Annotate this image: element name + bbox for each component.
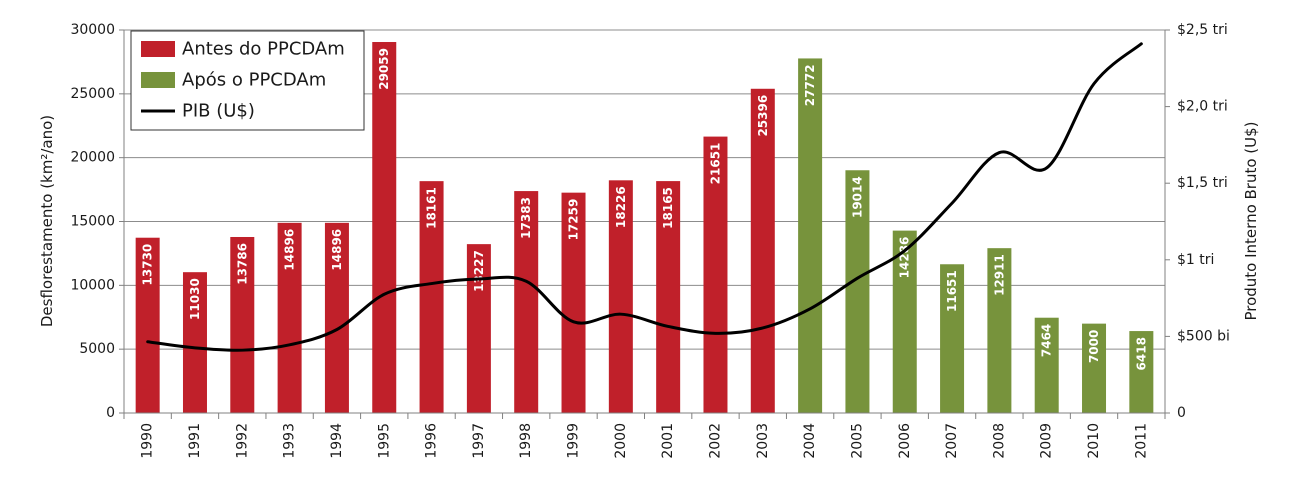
x-tick-label: 1994 xyxy=(329,423,345,459)
y-tick-label: 10000 xyxy=(70,277,115,293)
bar-value-label: 11651 xyxy=(945,270,959,312)
bar-1992 xyxy=(230,236,255,413)
bar-value-label: 14896 xyxy=(283,229,297,271)
x-tick-label: 2005 xyxy=(849,423,865,459)
bar-2002 xyxy=(703,136,728,413)
legend: Antes do PPCDAm Após o PPCDAm PIB (U$) xyxy=(130,30,365,131)
bar-1990 xyxy=(135,237,160,413)
bar-value-label: 6418 xyxy=(1134,337,1148,370)
y2-tick-label: $1,5 tri xyxy=(1177,175,1228,191)
x-tick-label: 2009 xyxy=(1039,423,1055,459)
bar-2008 xyxy=(987,248,1012,413)
legend-label: PIB (U$) xyxy=(182,101,255,122)
bar-value-label: 18226 xyxy=(614,186,628,228)
bar-2004 xyxy=(798,58,823,414)
bar-1993 xyxy=(277,222,302,413)
x-tick-label: 1995 xyxy=(376,423,392,459)
x-tick-label: 2004 xyxy=(802,423,818,459)
bar-1991 xyxy=(182,272,207,413)
y2-tick-label: $2,0 tri xyxy=(1177,99,1228,115)
bar-1997 xyxy=(466,244,491,413)
y-tick-label: 25000 xyxy=(70,86,115,102)
y-tick-label: 5000 xyxy=(79,341,115,357)
x-tick-label: 2001 xyxy=(660,423,676,459)
x-tick-label: 2003 xyxy=(755,423,771,459)
legend-swatch xyxy=(141,41,175,57)
x-tick-label: 1996 xyxy=(424,423,440,459)
bar-value-label: 29059 xyxy=(377,48,391,90)
x-tick-label: 1998 xyxy=(518,423,534,459)
bar-1996 xyxy=(419,181,444,413)
x-tick-label: 2008 xyxy=(991,423,1007,459)
x-tick-label: 2010 xyxy=(1086,423,1102,459)
y2-axis-title: Produto Interno Bruto (U$) xyxy=(1242,121,1260,320)
pib-line xyxy=(146,42,1143,352)
y2-axis-ticks: 0 $500 bi $1 tri $1,5 tri $2,0 tri $2,5 tri xyxy=(1165,22,1230,421)
y-axis-title: Desflorestamento (km²/ano) xyxy=(38,115,56,327)
x-tick-label: 2006 xyxy=(897,423,913,459)
legend-label: Após o PPCDAm xyxy=(182,70,326,91)
bars xyxy=(135,42,1154,414)
bar-value-label: 13227 xyxy=(472,250,486,292)
bar-2006 xyxy=(892,230,917,413)
bar-value-label: 27772 xyxy=(803,64,817,106)
y-tick-label: 20000 xyxy=(70,150,115,166)
legend-label: Antes do PPCDAm xyxy=(182,39,345,60)
x-tick-label: 2002 xyxy=(707,423,723,459)
x-tick-label: 1992 xyxy=(234,423,250,459)
y-tick-label: 30000 xyxy=(70,22,115,38)
x-tick-label: 2007 xyxy=(944,423,960,459)
bar-value-label: 7464 xyxy=(1040,324,1054,357)
bar-value-label: 11030 xyxy=(188,278,202,320)
x-tick-label: 1997 xyxy=(471,423,487,459)
y2-tick-label: $500 bi xyxy=(1177,328,1230,344)
y-tick-label: 0 xyxy=(106,405,115,421)
bar-2005 xyxy=(845,170,870,413)
x-tick-label: 2011 xyxy=(1133,423,1149,459)
bar-value-label: 13730 xyxy=(141,244,155,286)
y-tick-label: 15000 xyxy=(70,214,115,230)
bar-2001 xyxy=(656,181,681,413)
bar-value-label: 13786 xyxy=(235,243,249,285)
bar-value-label: 18161 xyxy=(425,187,439,229)
bar-value-label: 19014 xyxy=(850,176,864,218)
x-tick-label: 2000 xyxy=(613,423,629,459)
bar-2003 xyxy=(750,88,775,413)
legend-swatch xyxy=(141,72,175,88)
bar-2007 xyxy=(940,264,965,413)
bar-1998 xyxy=(514,191,539,413)
bar-value-label: 14896 xyxy=(330,229,344,271)
bar-2009 xyxy=(1034,317,1059,413)
bar-value-label: 21651 xyxy=(708,143,722,185)
x-tick-label: 1999 xyxy=(566,423,582,459)
bar-value-label: 17259 xyxy=(567,199,581,241)
bar-value-label: 14286 xyxy=(898,237,912,279)
x-axis-ticks: 1990 1991 1992 1993 1994 1995 1996 1997 1998 1999… xyxy=(123,413,1166,459)
bar-labels: 13730 11030 13786 14896 14896 29059 18161 13227… xyxy=(141,48,1149,370)
y2-tick-label: $1 tri xyxy=(1177,252,1214,268)
bar-value-label: 7000 xyxy=(1087,330,1101,363)
bar-value-label: 17383 xyxy=(519,197,533,239)
y2-tick-label: 0 xyxy=(1177,405,1186,421)
bar-value-label: 12911 xyxy=(992,254,1006,296)
bar-2010 xyxy=(1082,323,1107,413)
bar-2011 xyxy=(1129,331,1154,413)
bar-1999 xyxy=(561,192,586,413)
x-tick-label: 1991 xyxy=(187,423,203,459)
y-axis-ticks: 0 5000 10000 15000 20000 25000 30000 xyxy=(70,22,124,421)
y2-tick-label: $2,5 tri xyxy=(1177,22,1228,38)
line-layer xyxy=(146,42,1143,352)
bar-value-label: 18165 xyxy=(661,187,675,229)
bar-value-label: 25396 xyxy=(756,95,770,137)
bar-1995 xyxy=(372,42,397,414)
x-tick-label: 1993 xyxy=(282,423,298,459)
x-tick-label: 1990 xyxy=(140,423,156,459)
bar-1994 xyxy=(324,222,349,413)
bar-2000 xyxy=(608,180,633,413)
